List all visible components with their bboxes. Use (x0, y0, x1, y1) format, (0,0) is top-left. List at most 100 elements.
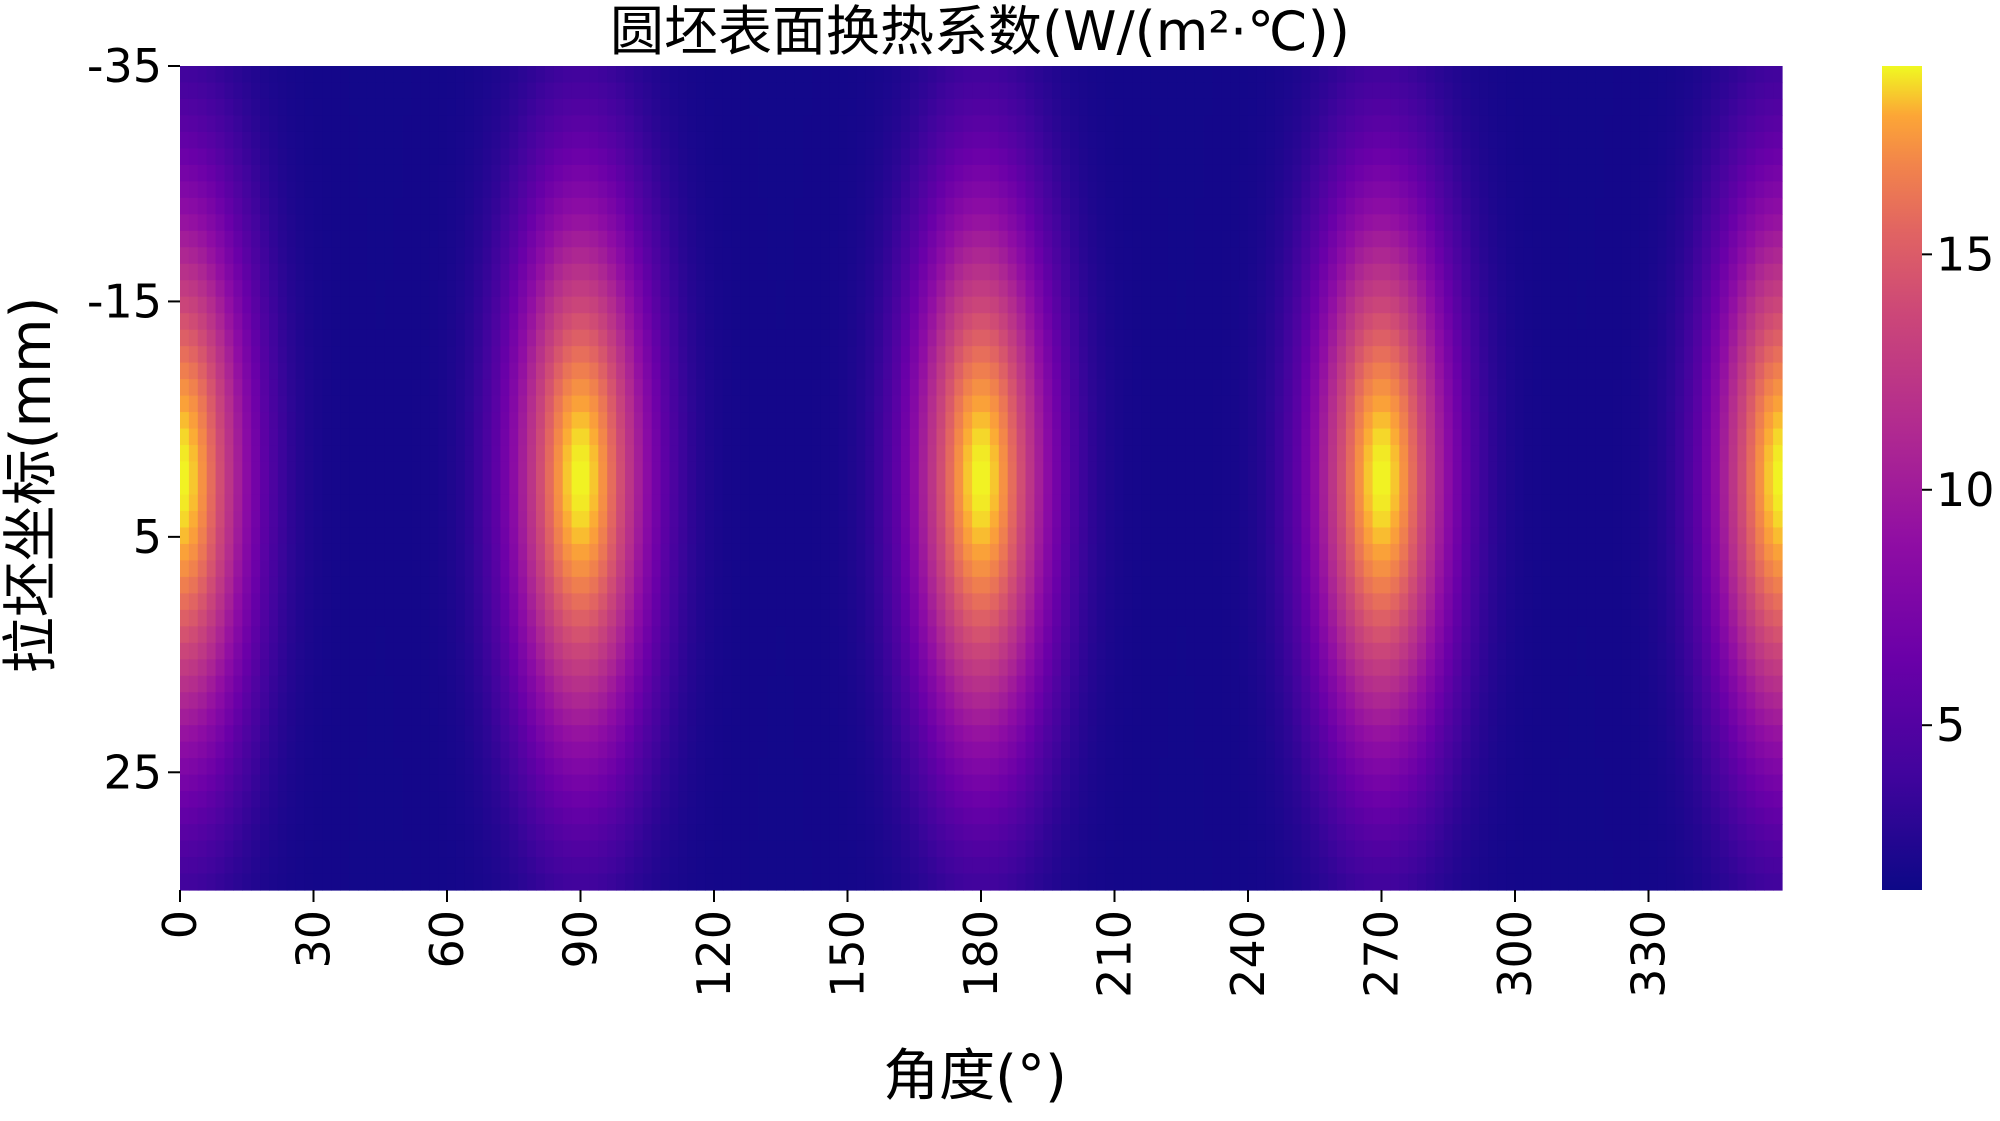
heatmap-cell (1007, 362, 1018, 380)
heatmap-cell (1123, 329, 1133, 347)
heatmap-cell (1319, 494, 1329, 512)
heatmap-cell (1532, 82, 1543, 100)
heatmap-cell (1061, 280, 1071, 298)
heatmap-cell (660, 230, 671, 248)
heatmap-cell (1488, 412, 1498, 430)
heatmap-cell (1461, 66, 1472, 84)
heatmap-cell (1461, 181, 1472, 199)
heatmap-cell (518, 131, 528, 149)
heatmap-cell (1372, 164, 1383, 182)
heatmap-cell (1159, 148, 1169, 166)
heatmap-cell (776, 115, 786, 133)
heatmap-cell (1052, 280, 1062, 298)
heatmap-cell (1185, 230, 1196, 248)
heatmap-cell (331, 428, 341, 446)
heatmap-cell (1657, 131, 1667, 149)
heatmap-cell (1773, 428, 1783, 446)
heatmap-cell (1701, 280, 1712, 298)
heatmap-cell (1701, 181, 1712, 199)
heatmap-cell (642, 197, 653, 215)
heatmap-cell (972, 280, 982, 298)
heatmap-cell (1773, 329, 1783, 347)
heatmap-cell (1550, 461, 1561, 479)
heatmap-cell (536, 296, 546, 314)
heatmap-cell (1061, 247, 1071, 265)
heatmap-cell (1399, 82, 1409, 100)
heatmap-cell (803, 445, 813, 463)
heatmap-cell (1532, 313, 1543, 331)
heatmap-cell (633, 362, 644, 380)
heatmap-cell (616, 461, 626, 479)
heatmap-cell (1292, 329, 1302, 347)
heatmap-cell (722, 98, 733, 117)
heatmap-cell (402, 412, 412, 430)
heatmap-cell (571, 66, 582, 84)
heatmap-cell (785, 346, 795, 364)
heatmap-cell (1577, 148, 1587, 166)
heatmap-cell (1737, 98, 1747, 117)
heatmap-cell (242, 362, 252, 380)
heatmap-cell (1150, 478, 1160, 496)
heatmap-cell (767, 247, 777, 265)
heatmap-cell (509, 230, 519, 248)
heatmap-cell (936, 329, 946, 347)
heatmap-cell (678, 395, 688, 413)
heatmap-cell (393, 428, 404, 446)
heatmap-cell (1221, 510, 1231, 529)
heatmap-cell (1515, 82, 1525, 100)
heatmap-cell (1719, 346, 1730, 364)
heatmap-cell (1675, 148, 1685, 166)
heatmap-cell (429, 230, 439, 248)
heatmap-cell (883, 263, 893, 281)
heatmap-cell (740, 82, 751, 100)
heatmap-cell (811, 197, 822, 215)
heatmap-cell (1764, 263, 1774, 281)
heatmap-cell (1417, 247, 1427, 265)
heatmap-cell (1568, 98, 1578, 117)
heatmap-cell (660, 428, 671, 446)
heatmap-cell (1515, 131, 1525, 149)
heatmap-cell (1648, 230, 1658, 248)
heatmap-cell (1701, 296, 1712, 314)
heatmap-cell (295, 115, 306, 133)
heatmap-cell (1381, 66, 1391, 84)
heatmap-cell (304, 197, 315, 215)
heatmap-cell (731, 329, 742, 347)
heatmap-cell (1461, 313, 1472, 331)
heatmap-cell (286, 428, 297, 446)
heatmap-cell (269, 164, 279, 182)
heatmap-cell (1034, 510, 1044, 529)
heatmap-cell (580, 164, 590, 182)
heatmap-cell (1212, 247, 1222, 265)
heatmap-cell (251, 263, 261, 281)
heatmap-cell (625, 362, 635, 380)
heatmap-cell (491, 510, 501, 529)
heatmap-cell (963, 329, 973, 347)
heatmap-cell (1666, 280, 1676, 298)
heatmap-cell (758, 395, 768, 413)
heatmap-cell (1764, 329, 1774, 347)
heatmap-cell (1159, 181, 1169, 199)
heatmap-cell (482, 66, 493, 84)
heatmap-cell (1007, 412, 1018, 430)
heatmap-cell (420, 461, 430, 479)
heatmap-cell (633, 197, 644, 215)
heatmap-cell (1070, 478, 1080, 496)
heatmap-cell (1417, 494, 1427, 512)
heatmap-cell (714, 214, 724, 232)
heatmap-cell (936, 379, 946, 397)
heatmap-cell (625, 164, 635, 182)
heatmap-cell (776, 197, 786, 215)
heatmap-cell (687, 510, 697, 529)
heatmap-cell (215, 263, 226, 281)
heatmap-cell (411, 148, 421, 166)
heatmap-cell (918, 131, 929, 149)
heatmap-cell (1007, 313, 1018, 331)
heatmap-cell (1319, 461, 1329, 479)
heatmap-cell (1283, 181, 1294, 199)
heatmap-cell (633, 445, 644, 463)
heatmap-cell (1212, 131, 1222, 149)
heatmap-cell (1443, 346, 1454, 364)
heatmap-cell (269, 280, 279, 298)
heatmap-cell (1310, 478, 1320, 496)
